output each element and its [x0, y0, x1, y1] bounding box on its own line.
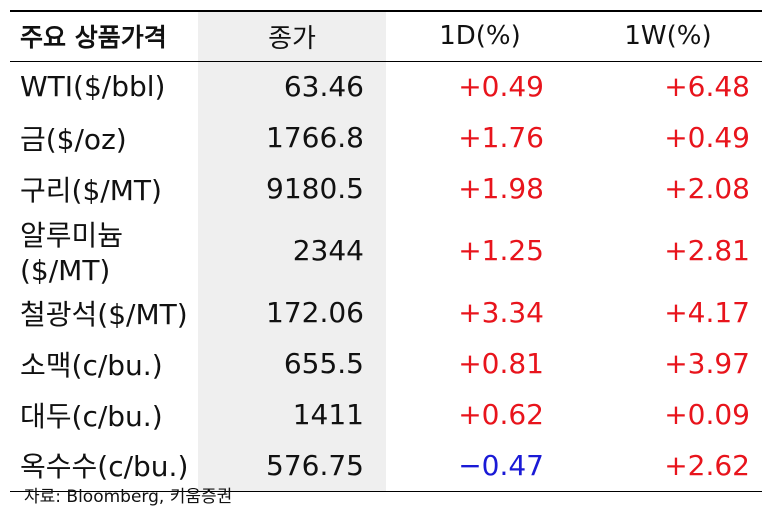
- header-1w: 1W(%): [624, 21, 712, 52]
- close-price: 655.5: [198, 338, 386, 389]
- table-header-row: 주요 상품가격 종가 1D(%) 1W(%): [10, 11, 762, 61]
- commodity-table-container: 주요 상품가격 종가 1D(%) 1W(%) WTI($/bbl) 63.46 …: [10, 10, 762, 492]
- change-1w: +2.62: [664, 448, 750, 482]
- close-price: 576.75: [198, 440, 386, 491]
- close-price: 172.06: [198, 287, 386, 338]
- change-1w: +2.81: [664, 234, 750, 267]
- table-row: 대두(c/bu.) 1411 +0.62 +0.09: [10, 389, 762, 440]
- commodity-name: 알루미늄($/MT): [20, 219, 124, 287]
- commodity-name: 금($/oz): [20, 122, 127, 156]
- change-1d: +0.81: [458, 347, 544, 380]
- change-1w: +4.17: [664, 296, 750, 329]
- change-1d: +0.62: [458, 398, 544, 431]
- change-1w: +3.97: [664, 347, 750, 380]
- commodity-name: 구리($/MT): [20, 173, 162, 207]
- commodity-name: 대두(c/bu.): [20, 399, 163, 433]
- commodity-name: 소맥(c/bu.): [20, 348, 163, 382]
- header-close: 종가: [198, 11, 386, 61]
- source-note: 자료: Bloomberg, 키움증권: [24, 487, 233, 507]
- commodity-name: 옥수수(c/bu.): [20, 450, 189, 484]
- table-row: WTI($/bbl) 63.46 +0.49 +6.48: [10, 61, 762, 112]
- close-price: 1411: [198, 389, 386, 440]
- change-1d: −0.47: [458, 448, 544, 482]
- table-row: 알루미늄($/MT) 2344 +1.25 +2.81: [10, 214, 762, 287]
- table-row: 옥수수(c/bu.) 576.75 −0.47 +2.62: [10, 440, 762, 491]
- table-row: 구리($/MT) 9180.5 +1.98 +2.08: [10, 163, 762, 214]
- change-1w: +2.08: [664, 172, 750, 205]
- table-row: 철광석($/MT) 172.06 +3.34 +4.17: [10, 287, 762, 338]
- change-1w: +6.48: [664, 70, 750, 104]
- close-price: 2344: [198, 214, 386, 287]
- header-1d: 1D(%): [439, 21, 521, 52]
- close-price: 9180.5: [198, 163, 386, 214]
- commodity-price-table: 주요 상품가격 종가 1D(%) 1W(%) WTI($/bbl) 63.46 …: [10, 10, 762, 492]
- header-commodity: 주요 상품가격: [20, 23, 167, 53]
- table-row: 소맥(c/bu.) 655.5 +0.81 +3.97: [10, 338, 762, 389]
- change-1w: +0.49: [664, 121, 750, 154]
- change-1w: +0.09: [664, 398, 750, 431]
- table-row: 금($/oz) 1766.8 +1.76 +0.49: [10, 112, 762, 163]
- change-1d: +0.49: [458, 70, 544, 104]
- commodity-name: 철광석($/MT): [20, 297, 188, 331]
- commodity-name: WTI($/bbl): [20, 70, 166, 104]
- change-1d: +1.76: [458, 121, 544, 154]
- close-price: 1766.8: [198, 112, 386, 163]
- change-1d: +3.34: [458, 296, 544, 329]
- change-1d: +1.25: [458, 234, 544, 267]
- close-price: 63.46: [198, 61, 386, 112]
- change-1d: +1.98: [458, 172, 544, 205]
